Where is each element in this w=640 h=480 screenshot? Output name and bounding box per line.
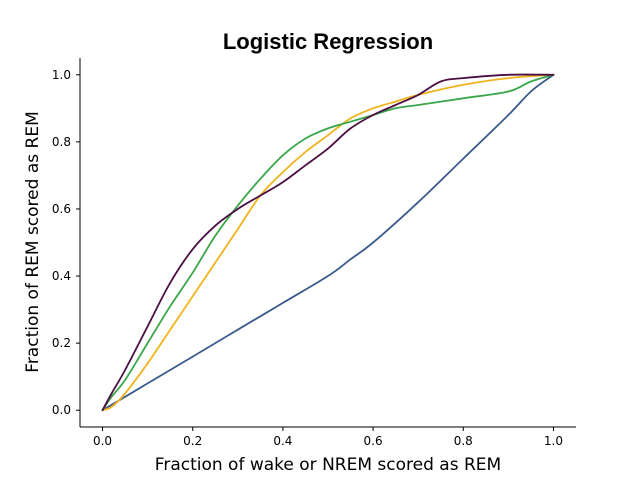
y-tick-label: 0.0 (52, 403, 71, 417)
series-line-4 (101, 73, 555, 412)
series-group (101, 73, 555, 412)
y-tick-label: 0.6 (52, 202, 71, 216)
y-tick-label: 0.2 (52, 336, 71, 350)
y-axis-label: Fraction of REM scored as REM (23, 111, 43, 372)
x-axis-label: Fraction of wake or NREM scored as REM (155, 455, 501, 475)
x-tick-label: 0.2 (183, 434, 202, 448)
x-ticks: 0.0 0.2 0.4 0.6 0.8 1.0 (93, 427, 563, 448)
y-tick-label: 0.4 (52, 269, 71, 283)
x-tick-label: 0.8 (454, 434, 473, 448)
axes (79, 58, 576, 428)
chart-title: Logistic Regression (223, 29, 433, 54)
y-ticks: 0.0 0.2 0.4 0.6 0.8 1.0 (52, 68, 80, 417)
series-line-2 (101, 73, 555, 412)
series-line-3 (101, 73, 555, 412)
y-tick-label: 0.8 (52, 135, 71, 149)
y-tick-label: 1.0 (52, 68, 71, 82)
x-tick-label: 0.0 (93, 434, 112, 448)
series-line-1 (101, 73, 555, 412)
x-tick-label: 0.4 (273, 434, 292, 448)
x-tick-label: 1.0 (544, 434, 563, 448)
x-tick-label: 0.6 (364, 434, 383, 448)
